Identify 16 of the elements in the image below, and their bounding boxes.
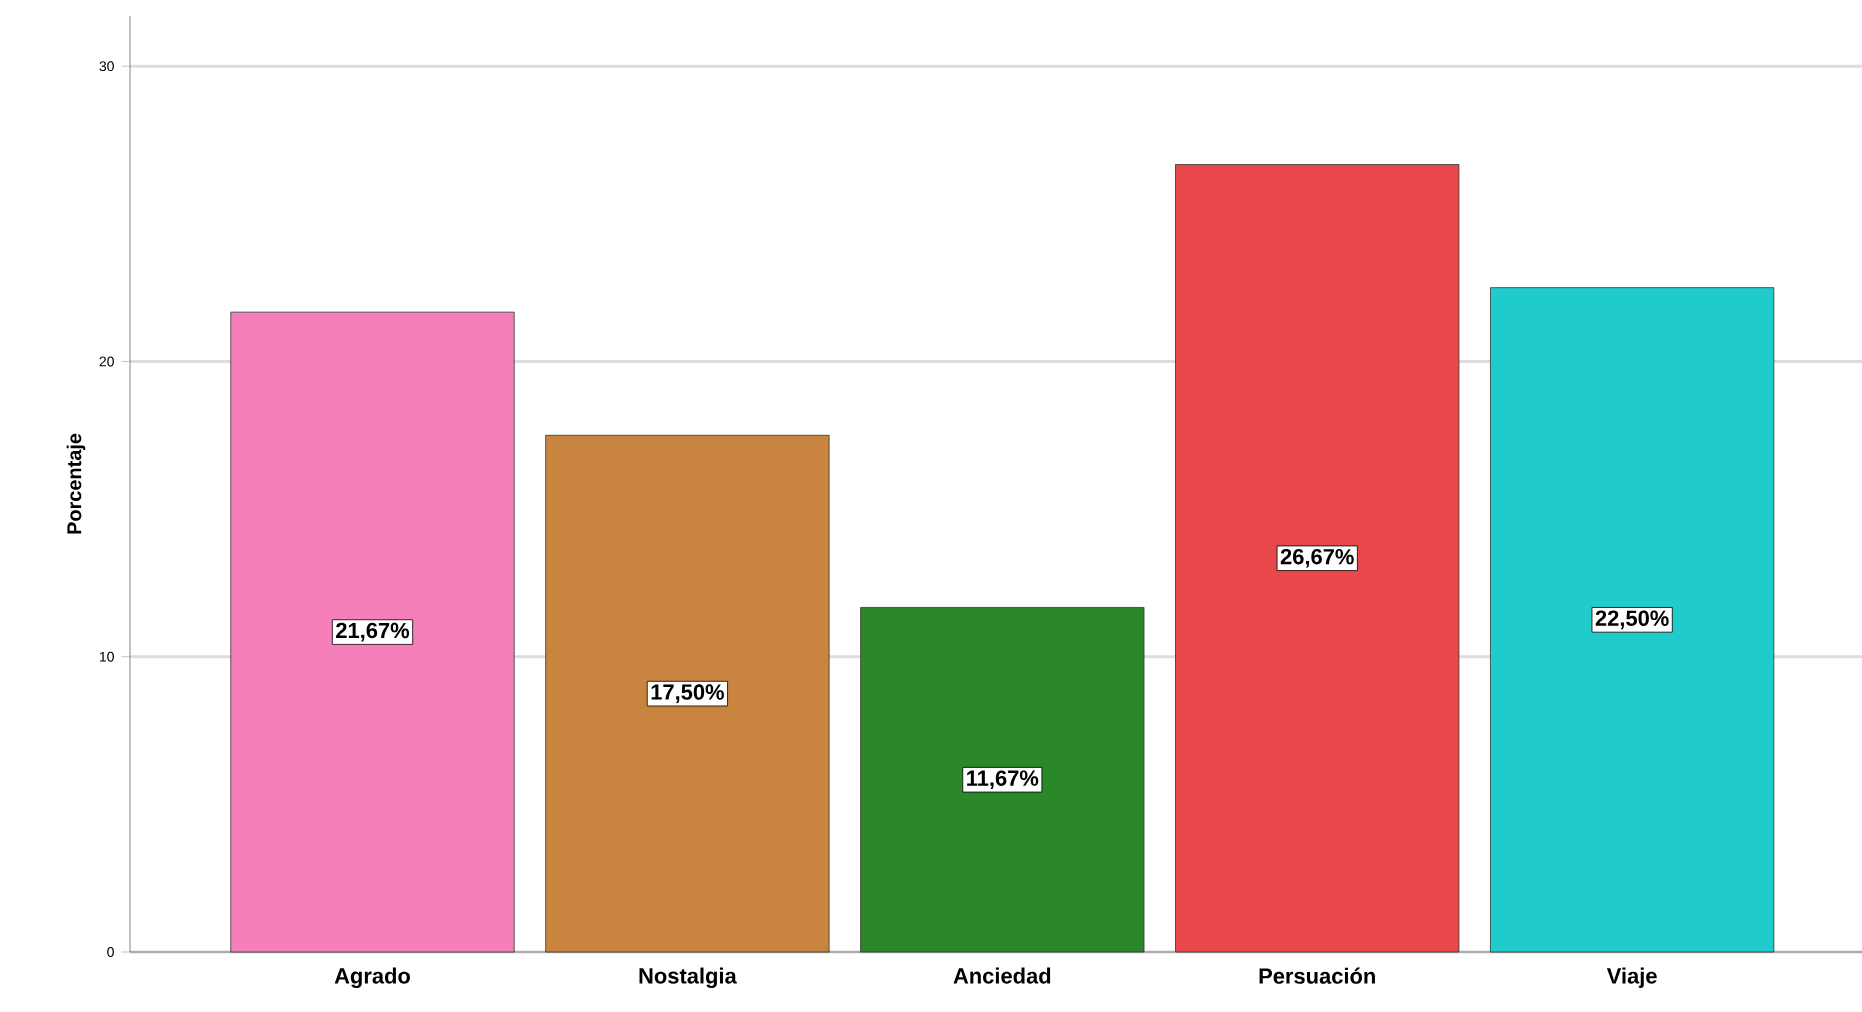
bar bbox=[545, 434, 830, 953]
x-tick-label: Persuación bbox=[1259, 967, 1375, 984]
data-label: 17,50% bbox=[651, 684, 724, 703]
x-tick-label: Viaje bbox=[1606, 967, 1657, 988]
data-label: 21,67% bbox=[336, 622, 410, 642]
data-label: 22,50% bbox=[1595, 610, 1669, 630]
x-tick-label: Agrado bbox=[334, 967, 410, 989]
x-tick-label: Anciedad bbox=[953, 967, 1051, 984]
x-tick-label: Nostalgia bbox=[639, 967, 737, 989]
bar bbox=[860, 607, 1145, 953]
data-label: 26,67% bbox=[1280, 548, 1354, 568]
bar bbox=[1175, 164, 1460, 953]
bar bbox=[1490, 287, 1775, 953]
bar bbox=[230, 311, 515, 953]
data-label: 11,67% bbox=[967, 770, 1039, 790]
y-axis-title: Porcentaje bbox=[66, 433, 86, 534]
